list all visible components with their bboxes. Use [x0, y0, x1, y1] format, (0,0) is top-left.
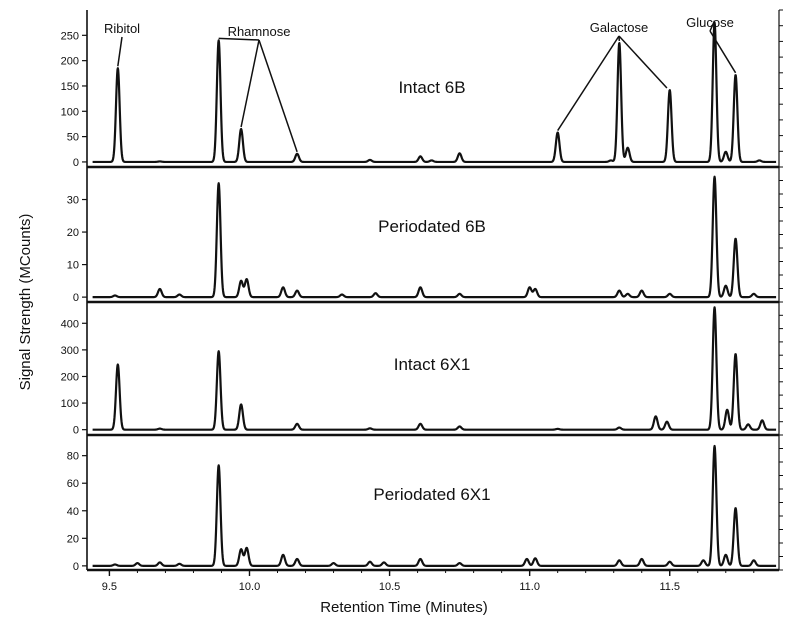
y-tick-label: 0 — [73, 425, 79, 437]
annotation-leader-line — [258, 39, 298, 153]
annotation-leader-line — [709, 20, 716, 32]
peak-annotation-label: Galactose — [590, 20, 649, 35]
y-tick-label: 50 — [67, 132, 79, 144]
x-axis: 9.5 10.0 10.5 11.0 11.5 — [102, 570, 755, 593]
x-tick-label: 10.5 — [379, 581, 400, 593]
y-tick-label: 0 — [73, 157, 79, 169]
y-tick-label: 30 — [67, 195, 79, 207]
y-tick-label: 200 — [61, 56, 79, 68]
panel-title: Periodated 6B — [378, 217, 486, 236]
annotation-leader-line — [240, 39, 260, 128]
annotation-leader-line — [117, 36, 123, 67]
peak-annotation-label: Rhamnose — [228, 24, 291, 39]
y-tick-label: 60 — [67, 478, 79, 490]
annotation-leader-line — [709, 30, 737, 74]
panel-title: Intact 6B — [398, 78, 465, 97]
y-tick-label: 100 — [61, 106, 79, 118]
y-tick-label: 40 — [67, 506, 79, 518]
y-tick-label: 200 — [61, 371, 79, 383]
annotation-leader-line — [557, 35, 620, 131]
panel-4: 0 20 40 60 80 Periodated 6X1 — [67, 434, 783, 573]
series-trace — [91, 306, 777, 431]
y-tick-label: 250 — [61, 30, 79, 42]
panel-title: Periodated 6X1 — [373, 485, 490, 504]
x-tick-label: 11.5 — [659, 581, 680, 593]
y-tick-label: 20 — [67, 533, 79, 545]
y-tick-label: 80 — [67, 451, 79, 463]
y-tick-label: 300 — [61, 345, 79, 357]
y-tick-label: 400 — [61, 318, 79, 330]
annotation-leader-line — [618, 35, 668, 89]
panel-title: Intact 6X1 — [394, 355, 471, 374]
peak-annotation-label: Ribitol — [104, 21, 140, 36]
series-trace — [91, 444, 777, 567]
series-trace — [91, 21, 777, 164]
panel-2: 0 10 20 30 Periodated 6B — [67, 166, 783, 304]
panel-3: 0 100 200 300 400 Intact 6X1 — [61, 301, 783, 437]
x-axis-title: Retention Time (Minutes) — [320, 599, 488, 616]
peak-annotation-label: Glucose — [686, 15, 734, 30]
x-tick-label: 9.5 — [102, 581, 117, 593]
series-trace — [91, 175, 777, 299]
y-tick-label: 20 — [67, 227, 79, 239]
x-tick-label: 11.0 — [519, 581, 540, 593]
x-tick-label: 10.0 — [239, 581, 260, 593]
y-tick-label: 150 — [61, 81, 79, 93]
y-tick-label: 0 — [73, 561, 79, 573]
panel-1: 0 50 100 150 200 250 Intact 6B Ribitol Rhamnose G… — [61, 9, 783, 169]
y-axis-title: Signal Strength (MCounts) — [17, 214, 34, 391]
y-tick-label: 0 — [73, 292, 79, 304]
y-tick-label: 100 — [61, 398, 79, 410]
annotation-leader-line — [218, 37, 260, 41]
y-tick-label: 10 — [67, 260, 79, 272]
